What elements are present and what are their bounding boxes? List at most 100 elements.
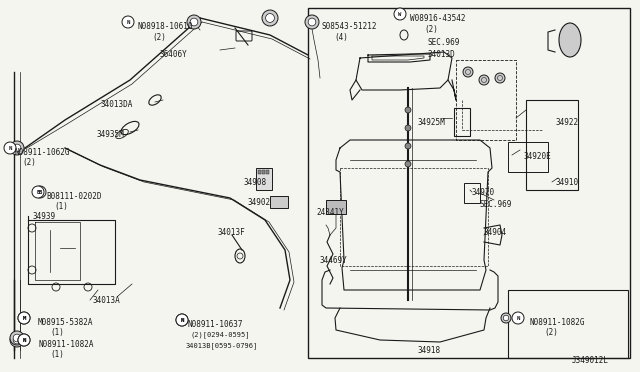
Bar: [266, 170, 269, 174]
Circle shape: [176, 314, 188, 326]
Text: SEC.969: SEC.969: [480, 200, 513, 209]
Text: 34902: 34902: [248, 198, 271, 207]
Text: 34925M: 34925M: [418, 118, 445, 127]
Circle shape: [10, 331, 24, 345]
Text: (2)[0294-0595]: (2)[0294-0595]: [190, 331, 250, 338]
Text: B: B: [36, 189, 40, 195]
Circle shape: [305, 15, 319, 29]
Bar: [262, 170, 265, 174]
Ellipse shape: [559, 23, 581, 57]
Text: N08911-1082A: N08911-1082A: [38, 340, 93, 349]
Text: (1): (1): [50, 350, 64, 359]
Bar: [340, 168, 488, 266]
Circle shape: [190, 18, 198, 26]
Text: (1): (1): [50, 328, 64, 337]
Text: N08911-1082G: N08911-1082G: [530, 318, 586, 327]
Text: N: N: [516, 315, 520, 321]
Text: (1): (1): [54, 202, 68, 211]
Text: (4): (4): [334, 33, 348, 42]
Bar: [258, 170, 261, 174]
Bar: [464, 183, 480, 203]
Text: 34013A: 34013A: [92, 296, 120, 305]
Circle shape: [18, 334, 30, 346]
Text: N08918-10610: N08918-10610: [138, 22, 193, 31]
Circle shape: [18, 312, 30, 324]
Circle shape: [405, 107, 411, 113]
Circle shape: [13, 336, 21, 344]
Circle shape: [495, 73, 505, 83]
Circle shape: [405, 143, 411, 149]
Circle shape: [187, 15, 201, 29]
Circle shape: [262, 10, 278, 26]
Text: N08911-1062G: N08911-1062G: [14, 148, 70, 157]
Text: 34922: 34922: [556, 118, 579, 127]
Circle shape: [405, 161, 411, 167]
Bar: [508, 142, 548, 172]
Circle shape: [503, 315, 509, 321]
Text: N: N: [180, 317, 184, 323]
Text: 34935M: 34935M: [96, 130, 124, 139]
Circle shape: [13, 334, 21, 342]
Text: N: N: [180, 317, 184, 323]
Circle shape: [18, 334, 30, 346]
Text: (2): (2): [22, 158, 36, 167]
Text: (2): (2): [424, 25, 438, 34]
Circle shape: [501, 313, 511, 323]
Circle shape: [32, 186, 44, 198]
Text: 34013B[0595-0796]: 34013B[0595-0796]: [186, 342, 259, 349]
Text: M: M: [22, 315, 26, 321]
Circle shape: [10, 141, 24, 155]
Text: J349012L: J349012L: [572, 356, 609, 365]
Text: 34920E: 34920E: [524, 152, 552, 161]
Text: (2): (2): [544, 328, 558, 337]
Text: 34910: 34910: [556, 178, 579, 187]
Text: 34970: 34970: [472, 188, 495, 197]
Text: 34939: 34939: [32, 212, 55, 221]
Circle shape: [13, 144, 21, 152]
Text: N: N: [22, 337, 26, 343]
Circle shape: [10, 333, 24, 347]
Circle shape: [463, 67, 473, 77]
Circle shape: [308, 18, 316, 26]
Text: B: B: [38, 189, 42, 195]
Circle shape: [479, 75, 489, 85]
Bar: [326, 200, 346, 214]
Bar: [454, 108, 470, 136]
Text: 24341Y: 24341Y: [316, 208, 344, 217]
Text: (2): (2): [152, 33, 166, 42]
Text: 34918: 34918: [418, 346, 441, 355]
Bar: [256, 168, 272, 190]
Circle shape: [266, 14, 275, 22]
Text: M08915-5382A: M08915-5382A: [38, 318, 93, 327]
Text: 34013DA: 34013DA: [100, 100, 132, 109]
Bar: [526, 100, 578, 190]
Text: S08543-51212: S08543-51212: [322, 22, 378, 31]
Circle shape: [18, 312, 30, 324]
Text: 36406Y: 36406Y: [160, 50, 188, 59]
Circle shape: [4, 142, 16, 154]
Bar: [308, 8, 630, 358]
Text: W: W: [398, 12, 402, 16]
Text: 34469Y: 34469Y: [320, 256, 348, 265]
Circle shape: [405, 125, 411, 131]
Text: 34904: 34904: [484, 228, 507, 237]
Circle shape: [34, 186, 46, 198]
Text: M: M: [22, 315, 26, 321]
Circle shape: [394, 8, 406, 20]
Text: W08916-43542: W08916-43542: [410, 14, 465, 23]
Text: N08911-10637: N08911-10637: [188, 320, 243, 329]
Text: SEC.969: SEC.969: [428, 38, 460, 47]
Text: N: N: [22, 337, 26, 343]
Text: 34013D: 34013D: [428, 50, 456, 59]
Circle shape: [122, 16, 134, 28]
Circle shape: [512, 312, 524, 324]
Text: 34013F: 34013F: [218, 228, 246, 237]
Text: B08111-0202D: B08111-0202D: [46, 192, 102, 201]
Text: N: N: [126, 19, 130, 25]
Bar: [456, 60, 516, 140]
Bar: [270, 196, 288, 208]
Circle shape: [176, 314, 188, 326]
Bar: [508, 290, 628, 358]
Text: 34908: 34908: [244, 178, 267, 187]
Text: N: N: [8, 145, 12, 151]
